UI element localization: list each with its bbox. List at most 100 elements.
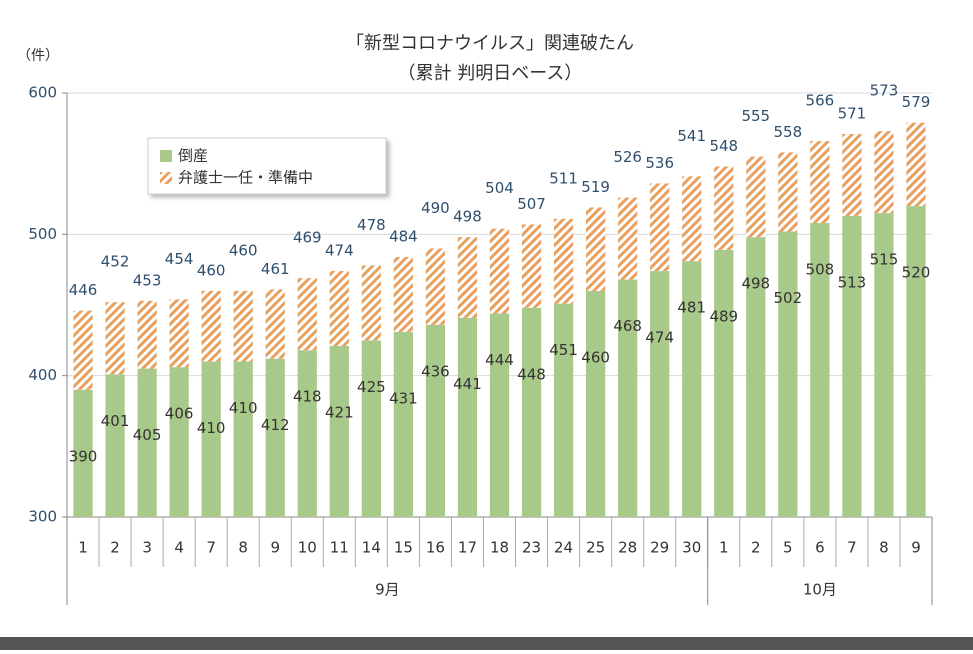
x-tick-label: 9 <box>270 539 280 557</box>
bar-segment <box>201 290 221 362</box>
bar-segment <box>425 248 446 325</box>
chart-title: 「新型コロナウイルス」関連破たん <box>346 33 634 54</box>
bar-segment <box>553 303 574 517</box>
y-axis-label: （件） <box>17 48 59 64</box>
total-label: 478 <box>357 216 386 234</box>
bar-segment <box>361 265 381 341</box>
total-label: 454 <box>165 250 194 268</box>
total-label: 490 <box>421 199 450 217</box>
total-label: 571 <box>838 104 867 122</box>
data-label: 502 <box>774 289 803 307</box>
bar-segment <box>714 166 734 250</box>
bar-segment <box>169 299 189 368</box>
bar-segment <box>265 358 285 517</box>
bar-segment <box>586 207 606 291</box>
total-label: 469 <box>293 229 322 247</box>
total-label: 511 <box>549 169 578 187</box>
group-label: 10月 <box>803 581 837 599</box>
bar-segment <box>906 122 926 207</box>
bar-segment <box>650 271 670 517</box>
bar-segment <box>682 261 702 517</box>
bar-segment <box>874 131 894 214</box>
total-label: 474 <box>325 242 354 260</box>
y-tick-label: 300 <box>28 508 57 526</box>
bar-segment <box>521 307 542 517</box>
x-tick-label: 8 <box>879 539 889 557</box>
x-tick-label: 4 <box>174 539 184 557</box>
x-tick-label: 23 <box>522 539 541 557</box>
total-label: 484 <box>389 227 418 245</box>
bar-segment <box>778 152 798 232</box>
bar-segment <box>137 300 157 369</box>
bar-segment <box>361 340 381 517</box>
bar-segment <box>906 206 926 518</box>
bar-segment <box>105 302 125 375</box>
bar-segment <box>233 290 253 362</box>
footer-bar <box>0 637 973 650</box>
data-label: 508 <box>806 261 835 279</box>
bar-segment <box>297 350 317 517</box>
x-tick-label: 15 <box>394 539 413 557</box>
bar-segment <box>874 213 894 517</box>
data-label: 481 <box>677 299 706 317</box>
y-tick-label: 500 <box>28 225 57 243</box>
bar-segment <box>618 197 638 280</box>
legend-swatch <box>160 172 172 184</box>
bar-segment <box>137 368 157 517</box>
bar-segment <box>393 331 413 517</box>
data-label: 410 <box>197 419 226 437</box>
x-tick-label: 28 <box>618 539 637 557</box>
x-tick-label: 1 <box>78 539 88 557</box>
x-tick-label: 2 <box>110 539 120 557</box>
total-label: 452 <box>101 253 130 271</box>
bar-segment <box>714 249 734 517</box>
bar-segment <box>329 271 349 346</box>
x-tick-label: 25 <box>586 539 605 557</box>
data-label: 421 <box>325 403 354 421</box>
x-tick-label: 18 <box>490 539 509 557</box>
data-label: 431 <box>389 389 418 407</box>
data-label: 515 <box>870 251 899 269</box>
bar-segment <box>810 223 830 517</box>
data-label: 390 <box>69 447 98 465</box>
x-tick-label: 6 <box>815 539 825 557</box>
x-tick-label: 30 <box>682 539 701 557</box>
bar-segment <box>489 313 510 517</box>
bar-segment <box>393 256 413 332</box>
total-label: 461 <box>261 260 290 278</box>
data-label: 520 <box>902 264 931 282</box>
bar-segment <box>73 310 93 390</box>
total-label: 579 <box>902 93 931 111</box>
bar-segment <box>682 176 702 262</box>
bar-segment <box>233 361 253 517</box>
bar-segment <box>297 278 317 351</box>
data-label: 401 <box>101 412 130 430</box>
total-label: 519 <box>581 178 610 196</box>
x-tick-label: 8 <box>238 539 248 557</box>
x-tick-label: 2 <box>751 539 761 557</box>
total-label: 507 <box>517 195 546 213</box>
y-tick-label: 400 <box>28 366 57 384</box>
data-label: 474 <box>645 329 674 347</box>
bar-segment <box>521 224 542 308</box>
bar-segment <box>810 141 830 224</box>
total-label: 573 <box>870 82 899 100</box>
bar-segment <box>618 279 638 517</box>
data-label: 460 <box>581 348 610 366</box>
total-label: 446 <box>69 281 98 299</box>
total-label: 566 <box>806 92 835 110</box>
data-label: 468 <box>613 317 642 335</box>
data-label: 451 <box>549 341 578 359</box>
y-tick-label: 600 <box>28 84 57 102</box>
data-label: 410 <box>229 399 258 417</box>
data-label: 418 <box>293 388 322 406</box>
bar-segment <box>169 367 189 517</box>
total-label: 498 <box>453 208 482 226</box>
x-tick-label: 24 <box>554 539 573 557</box>
legend-swatch <box>160 150 172 162</box>
data-label: 489 <box>709 307 738 325</box>
total-label: 460 <box>197 261 226 279</box>
total-label: 536 <box>645 154 674 172</box>
x-tick-label: 16 <box>426 539 445 557</box>
